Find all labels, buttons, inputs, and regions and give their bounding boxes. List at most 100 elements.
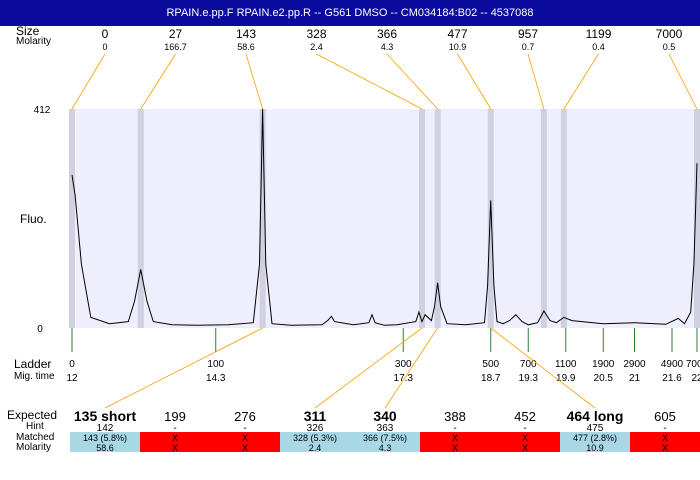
y-tick-max: 412 (34, 105, 51, 116)
matched-molarity-6: X (522, 443, 528, 453)
hint-value-2: - (243, 423, 246, 434)
fluorescence-trace (71, 108, 698, 326)
hint-value-5: - (453, 423, 456, 434)
peak-size-8: 7000 (656, 27, 683, 41)
peak-connector-4 (386, 53, 438, 110)
peak-molarity-8: 0.5 (663, 42, 676, 52)
ladder-time-7: 21 (629, 373, 641, 384)
peak-connector-8 (668, 53, 698, 110)
molarity-bottom-label: Molarity (16, 442, 52, 453)
ladder-time-6: 20.5 (594, 373, 614, 384)
expected-size-6: 452 (514, 409, 536, 424)
hint-value-3: 326 (307, 423, 324, 434)
ladder-time-4: 19.3 (519, 373, 539, 384)
ladder-label: Ladder (14, 357, 52, 371)
hint-value-1: - (173, 423, 176, 434)
match-cell-1 (140, 432, 210, 452)
matched-molarity-1: X (172, 443, 178, 453)
peak-connector-1 (140, 53, 176, 110)
peak-band-6 (540, 109, 547, 328)
matched-value-2: X (242, 433, 248, 443)
peak-connector-2 (245, 53, 264, 110)
expected-connector-7 (490, 327, 596, 409)
peak-molarity-3: 2.4 (310, 42, 323, 52)
hint-value-0: 142 (97, 423, 114, 434)
peak-band-5 (487, 109, 494, 328)
expected-size-8: 605 (654, 409, 676, 424)
y-tick-zero: 0 (37, 324, 43, 335)
migtime-label: Mig. time (14, 371, 55, 382)
match-cell-0 (70, 432, 140, 452)
peak-connector-6 (527, 53, 545, 110)
matched-label: Matched (16, 432, 55, 443)
hint-value-8: - (663, 423, 666, 434)
matched-value-7: 477 (2.8%) (573, 433, 617, 443)
expected-size-4: 340 (373, 408, 397, 424)
peak-molarity-1: 166.7 (164, 42, 187, 52)
peak-connector-3 (316, 53, 423, 110)
matched-value-1: X (172, 433, 178, 443)
peak-connector-5 (457, 53, 492, 110)
peak-band-0 (69, 109, 75, 328)
peak-size-4: 366 (377, 27, 397, 41)
matched-molarity-0: 58.6 (96, 443, 114, 453)
peak-connector-0 (71, 53, 106, 110)
ladder-size-5: 1100 (555, 359, 577, 370)
ladder-size-2: 300 (395, 359, 412, 370)
ladder-size-4: 700 (520, 359, 537, 370)
peak-size-6: 957 (518, 27, 538, 41)
peak-size-7: 1199 (586, 27, 612, 41)
fluo-axis-label: Fluo. (20, 212, 47, 226)
peak-band-8 (694, 109, 700, 328)
ladder-size-3: 500 (482, 359, 499, 370)
expected-size-7: 464 long (567, 408, 624, 424)
peak-size-1: 27 (169, 27, 183, 41)
match-cell-5 (420, 432, 490, 452)
size-row-label: Size (16, 24, 40, 38)
expected-size-2: 276 (234, 409, 256, 424)
peak-size-2: 143 (236, 27, 256, 41)
hint-value-6: - (523, 423, 526, 434)
expected-connector-0 (104, 327, 263, 409)
match-cell-4 (350, 432, 420, 452)
matched-molarity-2: X (242, 443, 248, 453)
ladder-time-1: 14.3 (206, 373, 226, 384)
hint-label: Hint (26, 421, 44, 432)
molarity-row-label: Molarity (16, 36, 52, 47)
expected-connector-4 (384, 327, 438, 409)
hint-value-4: 363 (377, 423, 394, 434)
match-cell-8 (630, 432, 700, 452)
peak-size-5: 477 (447, 27, 467, 41)
window-title: RPAIN.e.pp.F RPAIN.e2.pp.R -- G561 DMSO … (0, 0, 700, 26)
ladder-size-6: 1900 (592, 359, 615, 370)
ladder-size-7: 2900 (623, 359, 646, 370)
peak-molarity-5: 10.9 (449, 42, 467, 52)
ladder-time-8: 21.6 (662, 373, 682, 384)
expected-size-3: 311 (304, 408, 327, 424)
hint-value-7: 475 (587, 423, 604, 434)
peak-molarity-0: 0 (102, 42, 107, 52)
matched-molarity-8: X (662, 443, 668, 453)
match-cell-2 (210, 432, 280, 452)
ladder-time-5: 19.9 (556, 373, 576, 384)
ladder-time-3: 18.7 (481, 373, 501, 384)
matched-molarity-3: 2.4 (309, 443, 322, 453)
peak-molarity-7: 0.4 (592, 42, 605, 52)
matched-molarity-7: 10.9 (586, 443, 604, 453)
plot-area (72, 109, 697, 328)
expected-size-1: 199 (164, 409, 186, 424)
peak-band-3 (419, 109, 425, 328)
match-cell-3 (280, 432, 350, 452)
ladder-size-0: 0 (69, 359, 75, 370)
peak-band-4 (434, 109, 441, 328)
matched-value-6: X (522, 433, 528, 443)
peak-molarity-6: 0.7 (522, 42, 535, 52)
peak-connector-7 (563, 53, 599, 110)
expected-label: Expected (7, 408, 58, 422)
matched-molarity-5: X (452, 443, 458, 453)
ladder-size-9: 7000 (686, 359, 700, 370)
ladder-time-2: 17.3 (394, 373, 414, 384)
peak-size-0: 0 (102, 27, 109, 41)
matched-value-4: 366 (7.5%) (363, 433, 407, 443)
peak-band-2 (259, 109, 266, 328)
